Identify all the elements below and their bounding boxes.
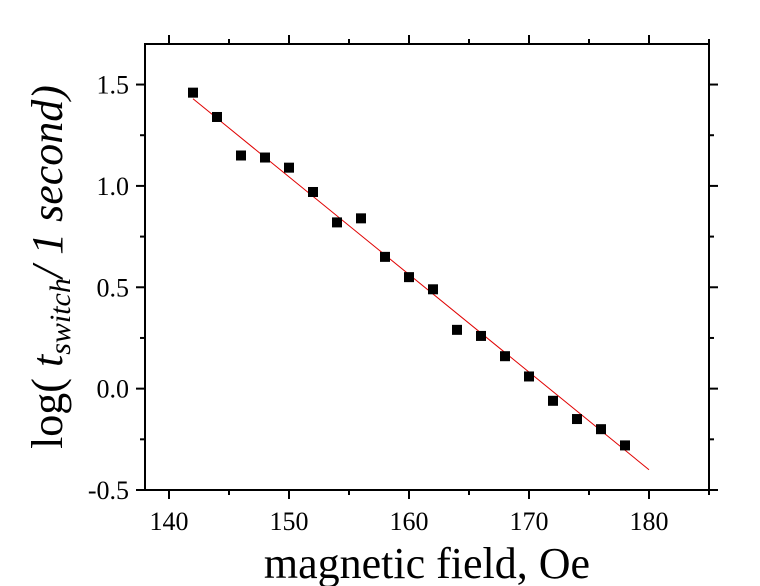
y-tick-label: 0.0 bbox=[97, 375, 130, 404]
x-axis-ticks: 140 150 160 170 180 bbox=[150, 35, 710, 536]
data-point bbox=[404, 272, 414, 283]
data-point bbox=[524, 371, 534, 382]
data-point bbox=[452, 324, 462, 335]
data-point bbox=[572, 414, 582, 425]
y-axis-title-prefix: log( bbox=[23, 367, 72, 449]
y-tick-label: -0.5 bbox=[88, 476, 129, 505]
y-axis-title: log( tswitch/ 1 second) bbox=[23, 85, 77, 449]
y-tick-label: 1.0 bbox=[97, 172, 130, 201]
data-point bbox=[380, 251, 390, 262]
x-tick-label: 170 bbox=[510, 507, 549, 536]
data-point bbox=[188, 87, 198, 98]
x-tick-label: 150 bbox=[270, 507, 309, 536]
x-tick-label: 160 bbox=[390, 507, 429, 536]
data-point bbox=[332, 217, 342, 228]
y-tick-label: 1.5 bbox=[97, 71, 130, 100]
data-point bbox=[476, 330, 486, 341]
y-axis-title-suffix: / 1 second) bbox=[23, 85, 72, 281]
y-axis-ticks: -0.5 0.0 0.5 1.0 1.5 bbox=[88, 71, 718, 505]
data-point bbox=[500, 351, 510, 362]
plot-frame bbox=[144, 43, 710, 491]
data-point bbox=[596, 424, 606, 435]
data-point bbox=[236, 150, 246, 161]
x-axis-title: magnetic field, Oe bbox=[264, 539, 590, 586]
data-point bbox=[356, 213, 366, 224]
data-point bbox=[620, 440, 630, 451]
data-point bbox=[308, 186, 318, 197]
data-point bbox=[428, 284, 438, 295]
data-points bbox=[188, 87, 630, 451]
x-tick-label: 140 bbox=[150, 507, 189, 536]
data-point bbox=[284, 162, 294, 173]
data-point bbox=[260, 152, 270, 163]
x-tick-label: 180 bbox=[630, 507, 669, 536]
y-axis-title-subscript: switch bbox=[44, 278, 77, 355]
y-tick-label: 0.5 bbox=[97, 273, 130, 302]
data-point bbox=[548, 395, 558, 406]
data-point bbox=[212, 111, 222, 122]
y-axis-title-symbol: t bbox=[23, 353, 72, 367]
